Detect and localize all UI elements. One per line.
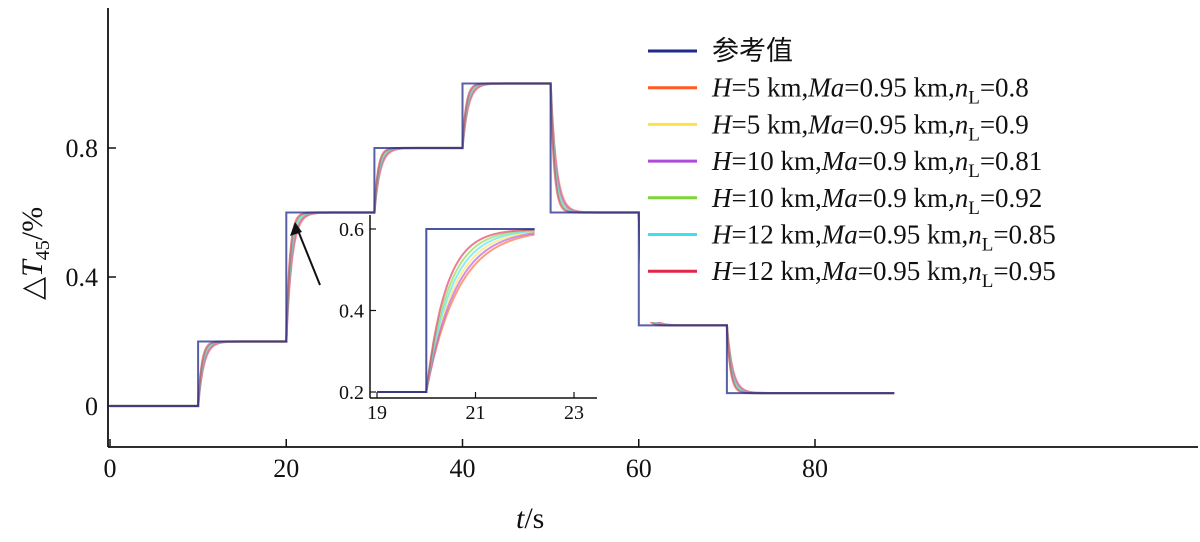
legend-entry: H=10 km,Ma=0.9 km,nL=0.92: [711, 183, 1042, 219]
legend-entry: H=10 km,Ma=0.9 km,nL=0.81: [711, 146, 1042, 182]
x-axis-title: t/s: [516, 502, 544, 535]
main-plot: 0 20 40 60 80 0 0.4 0.8: [66, 8, 1198, 483]
legend-entry: H=5 km,Ma=0.95 km,nL=0.9: [711, 109, 1029, 145]
legend-entry: H=12 km,Ma=0.95 km,nL=0.95: [711, 256, 1056, 292]
x-tick-label: 80: [802, 454, 828, 483]
inset-y-tick-label: 0.2: [339, 382, 364, 404]
y-tick-label: 0: [85, 392, 98, 421]
legend-background: [640, 32, 1196, 322]
inset-series-line: [377, 228, 535, 393]
inset-x-tick-label: 21: [466, 402, 486, 424]
y-tick-label: 0.8: [66, 134, 99, 163]
inset-x-tick-label: 23: [564, 402, 584, 424]
inset-plot: 19 21 23 0.2 0.4 0.6: [339, 215, 597, 424]
legend-entry: H=12 km,Ma=0.95 km,nL=0.85: [711, 220, 1056, 256]
x-tick-label: 0: [104, 454, 117, 483]
inset-y-tick-label: 0.4: [339, 301, 364, 323]
series-line: [110, 82, 895, 407]
y-tick-label: 0.4: [66, 263, 99, 292]
y-axis-title: △T45/%: [16, 207, 54, 300]
x-tick-label: 40: [450, 454, 476, 483]
legend-entry: H=5 km,Ma=0.95 km,nL=0.8: [711, 73, 1029, 109]
inset-y-tick-label: 0.6: [339, 219, 364, 241]
zoom-arrow: [290, 222, 321, 286]
legend-entry: 参考值: [712, 36, 793, 66]
legend: 参考值 H=5 km,Ma=0.95 km,nL=0.8H=5 km,Ma=0.9…: [640, 32, 1196, 322]
x-tick-label: 60: [626, 454, 652, 483]
inset-x-tick-label: 19: [367, 402, 387, 424]
x-tick-label: 20: [273, 454, 299, 483]
